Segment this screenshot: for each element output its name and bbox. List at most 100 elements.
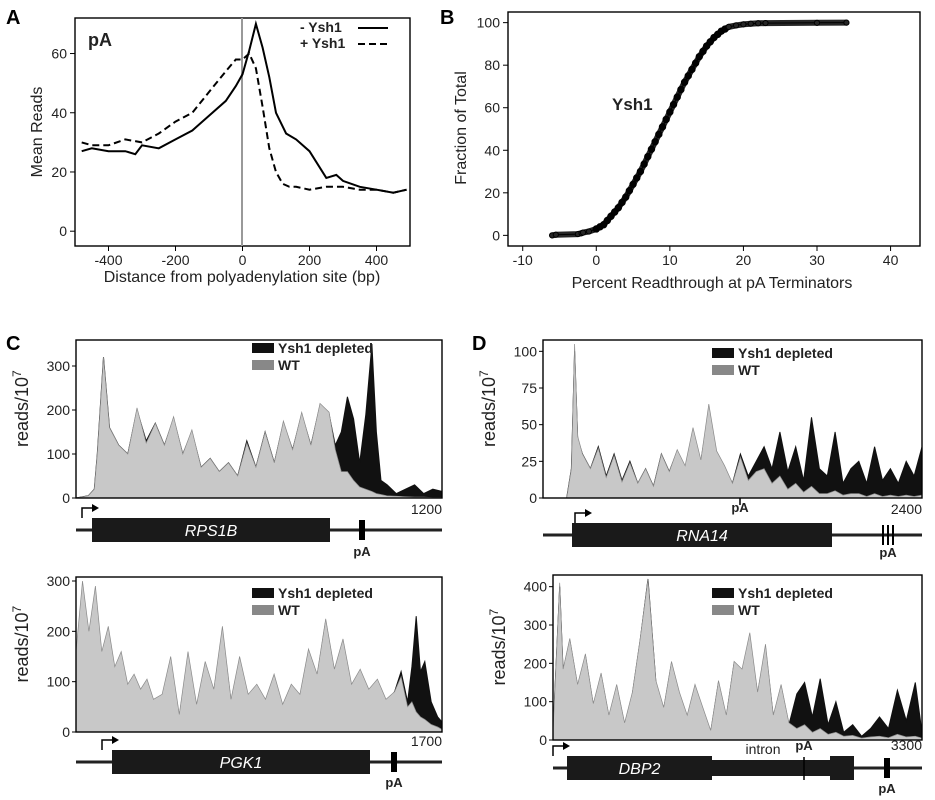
track-ytick-label: 200 — [524, 655, 548, 671]
track-ylabel-base: reads/10 — [489, 615, 509, 685]
track-ytick-label: 0 — [62, 490, 70, 506]
track-ylabel-base: reads/10 — [12, 377, 32, 447]
legend-wt-label: WT — [738, 362, 760, 378]
tss-arrow-head — [112, 736, 119, 744]
panel-a-legend-minus: - Ysh1 — [300, 19, 342, 35]
panel-b-xtick-label: -10 — [513, 252, 533, 268]
panel-b-frame — [507, 11, 921, 247]
panel-b-letter: B — [440, 7, 454, 29]
panel-b-xlabel: Percent Readthrough at pA Terminators — [572, 275, 853, 292]
panel-b-xtick-label: 40 — [883, 252, 899, 268]
panel-b-ylabel: Fraction of Total — [453, 71, 470, 185]
gene-exon — [112, 750, 370, 774]
track-end-coordinate: 2400 — [891, 501, 922, 517]
pa-site-label: pA — [353, 544, 371, 559]
track-ytick-label: 100 — [524, 694, 548, 710]
panel-a-label: pA — [88, 30, 112, 50]
panel-b-ytick-label: 20 — [484, 185, 500, 201]
readthrough-dense-band — [549, 19, 850, 239]
panel-a-xtick-label: 200 — [298, 252, 322, 268]
wt-area — [75, 580, 443, 733]
gene-exon — [572, 523, 832, 547]
track-end-coordinate: 3300 — [891, 737, 922, 753]
track-frame — [542, 339, 923, 499]
legend-wt-label: WT — [278, 602, 300, 618]
panel-c-letter: C — [6, 333, 20, 355]
track-frame — [552, 574, 923, 741]
legend-wt-swatch — [712, 365, 734, 375]
panel-a-letter: A — [6, 7, 20, 29]
plus-ysh1-line — [81, 51, 407, 194]
legend-wt-swatch — [712, 605, 734, 615]
track-ylabel-exponent: 7 — [10, 370, 24, 377]
track-ylabel: reads/107 — [477, 370, 499, 447]
track-ytick-label: 100 — [47, 674, 71, 690]
panel-b-ytick-label: 80 — [484, 57, 500, 73]
tss-arrow — [574, 512, 585, 523]
track-ylabel: reads/107 — [487, 608, 509, 685]
track-end-coordinate: 1200 — [411, 501, 442, 517]
gene-name: DBP2 — [619, 761, 661, 778]
panel-a-ticks: -400 -200 0 200 400 0 20 40 60 — [51, 46, 388, 268]
gene-exon — [92, 518, 330, 542]
panel-a-series — [81, 20, 407, 194]
tss-arrow-head — [585, 509, 592, 517]
panel-a-legend-plus: + Ysh1 — [300, 35, 345, 51]
track-ylabel-base: reads/10 — [12, 612, 32, 682]
track-frame — [75, 339, 443, 499]
legend-wt-swatch — [252, 605, 274, 615]
panel-b-points — [549, 19, 850, 239]
track-ylabel-base: reads/10 — [479, 377, 499, 447]
pa-site-label: pA — [879, 545, 897, 560]
track-ytick-label: 200 — [47, 623, 71, 639]
track-ytick-label: 25 — [521, 453, 537, 469]
legend-wt-swatch — [252, 360, 274, 370]
legend-depleted-swatch — [252, 343, 274, 353]
track-ylabel: reads/107 — [10, 605, 32, 682]
panel-a-ylabel: Mean Reads — [29, 87, 46, 178]
track-ytick-label: 0 — [62, 724, 70, 740]
panel-a-ytick-label: 60 — [51, 46, 67, 62]
panel-b-chart: -10 0 10 20 30 40 0 20 40 60 80 100 Ysh1 Percent Re… — [453, 11, 921, 292]
legend-depleted-swatch — [252, 588, 274, 598]
tss-arrow-head — [92, 504, 99, 512]
intron-region — [712, 760, 830, 776]
panel-a-xtick-label: 0 — [239, 252, 247, 268]
tss-arrow — [552, 745, 563, 756]
panel-b-ytick-label: 0 — [492, 227, 500, 243]
track-ytick-label: 100 — [47, 446, 71, 462]
panel-a-ytick-label: 20 — [51, 164, 67, 180]
track-ytick-label: 300 — [47, 358, 71, 374]
panel-a-ytick-label: 40 — [51, 105, 67, 121]
pa-site-marker — [359, 520, 365, 540]
track-end-coordinate: 1700 — [411, 733, 442, 749]
legend-depleted-label: Ysh1 depleted — [738, 345, 833, 361]
legend-depleted-swatch — [712, 348, 734, 358]
panel-b-ytick-label: 100 — [477, 15, 501, 31]
track-ylabel-exponent: 7 — [10, 605, 24, 612]
track-ytick-label: 100 — [514, 343, 538, 359]
track-ytick-label: 0 — [539, 732, 547, 748]
track-ytick-label: 50 — [521, 417, 537, 433]
track-ytick-label: 0 — [529, 490, 537, 506]
track-ylabel: reads/107 — [10, 370, 32, 447]
panel-a-xtick-label: -200 — [161, 252, 189, 268]
pa-site-marker — [391, 752, 397, 772]
track-ytick-label: 400 — [524, 579, 548, 595]
gene-exon — [567, 756, 712, 780]
panel-b-xtick-label: 30 — [809, 252, 825, 268]
tss-arrow-head — [563, 742, 570, 750]
legend-depleted-swatch — [712, 588, 734, 598]
pa-site-label: pA — [795, 738, 813, 753]
legend-wt-label: WT — [738, 602, 760, 618]
panel-b-xtick-label: 20 — [736, 252, 752, 268]
panel-a-xtick-label: -400 — [94, 252, 122, 268]
track-ytick-label: 300 — [47, 573, 71, 589]
